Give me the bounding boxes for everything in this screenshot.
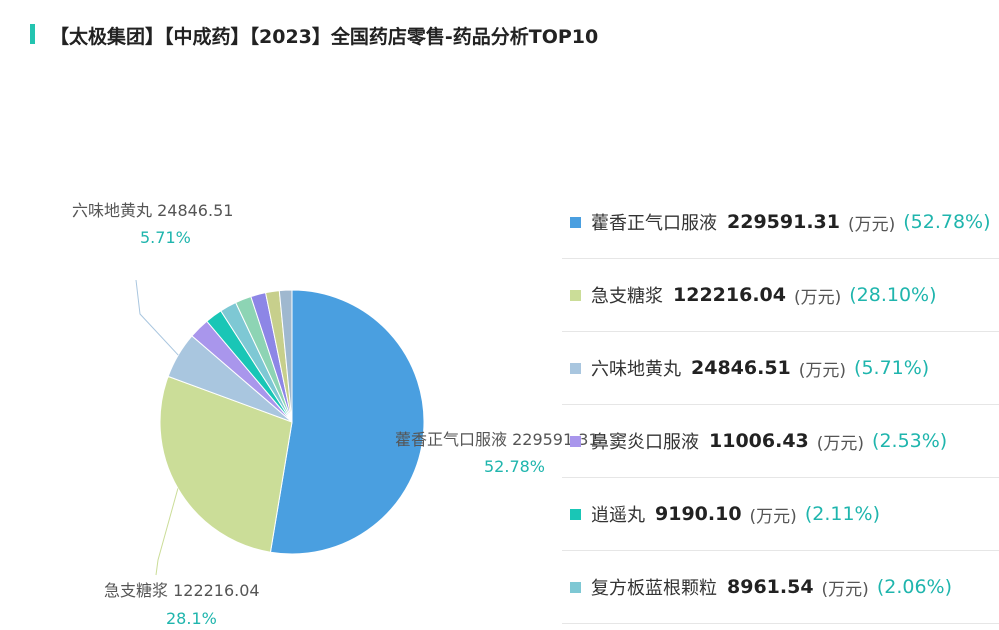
legend-swatch	[570, 435, 581, 447]
legend-unit: (万元)	[793, 287, 842, 308]
slice-label-pct-0: 52.78%	[484, 457, 545, 476]
legend-unit: (万元)	[847, 214, 896, 235]
slice-label-pct-1: 28.1%	[166, 609, 217, 628]
title-accent-bar	[30, 24, 35, 44]
chart-legend: 藿香正气口服液 229591.31 (万元) (52.78%) 急支糖浆 122216.0…	[562, 186, 999, 624]
legend-percent: (28.10%)	[849, 284, 937, 306]
pie-slice-1[interactable]	[159, 375, 293, 553]
legend-unit: (万元)	[798, 360, 847, 381]
legend-value: 11006.43	[709, 430, 809, 452]
legend-swatch	[570, 289, 581, 301]
pie-chart-svg: 藿香正气口服液 229591.31 52.78% 急支糖浆 122216.04 28.…	[72, 201, 599, 628]
legend-item[interactable]: 急支糖浆 122216.04 (万元) (28.10%)	[562, 259, 999, 332]
legend-swatch	[570, 216, 581, 228]
legend-percent: (5.71%)	[854, 357, 930, 379]
legend-unit: (万元)	[816, 433, 865, 454]
pie-chart: 藿香正气口服液 229591.31 52.78% 急支糖浆 122216.04 28.…	[0, 70, 599, 630]
chart-title: 【太极集团】【中成药】【2023】全国药店零售-药品分析TOP10	[50, 26, 599, 48]
legend-swatch	[570, 508, 581, 520]
legend-swatch	[570, 362, 581, 374]
legend-name: 急支糖浆	[591, 286, 663, 307]
legend-percent: (2.06%)	[876, 576, 952, 598]
legend-name: 复方板蓝根颗粒	[591, 578, 717, 599]
legend-value: 9190.10	[655, 503, 742, 525]
legend-percent: (2.53%)	[872, 430, 948, 452]
legend-unit: (万元)	[749, 506, 797, 527]
legend-name: 六味地黄丸	[591, 359, 681, 380]
slice-label-pct-2: 5.71%	[140, 228, 191, 247]
slice-label-name-2: 六味地黄丸 24846.51	[72, 201, 233, 220]
legend-item[interactable]: 逍遥丸 9190.10 (万元) (2.11%)	[562, 478, 999, 551]
slice-label-name-1: 急支糖浆 122216.04	[104, 581, 260, 600]
legend-name: 藿香正气口服液	[591, 213, 717, 234]
legend-value: 24846.51	[691, 357, 791, 379]
chart-header: 【太极集团】【中成药】【2023】全国药店零售-药品分析TOP10	[0, 0, 999, 70]
legend-percent: (2.11%)	[804, 503, 880, 525]
legend-item[interactable]: 藿香正气口服液 229591.31 (万元) (52.78%)	[562, 186, 999, 259]
legend-percent: (52.78%)	[903, 211, 991, 233]
legend-name: 鼻窦炎口服液	[591, 432, 699, 453]
legend-swatch	[570, 581, 581, 593]
slice-leader-1	[155, 488, 179, 576]
legend-value: 229591.31	[727, 211, 840, 233]
pie-slice-0[interactable]	[269, 289, 425, 555]
slice-leader-2	[135, 279, 179, 356]
legend-unit: (万元)	[821, 579, 869, 600]
legend-item[interactable]: 鼻窦炎口服液 11006.43 (万元) (2.53%)	[562, 405, 999, 478]
legend-name: 逍遥丸	[591, 505, 645, 526]
legend-item[interactable]: 复方板蓝根颗粒 8961.54 (万元) (2.06%)	[562, 551, 999, 624]
legend-item[interactable]: 六味地黄丸 24846.51 (万元) (5.71%)	[562, 332, 999, 405]
slice-label-name-0: 藿香正气口服液 229591.31	[395, 430, 599, 449]
pie-slice-9[interactable]	[278, 289, 293, 423]
legend-value: 122216.04	[673, 284, 786, 306]
legend-value: 8961.54	[727, 576, 814, 598]
